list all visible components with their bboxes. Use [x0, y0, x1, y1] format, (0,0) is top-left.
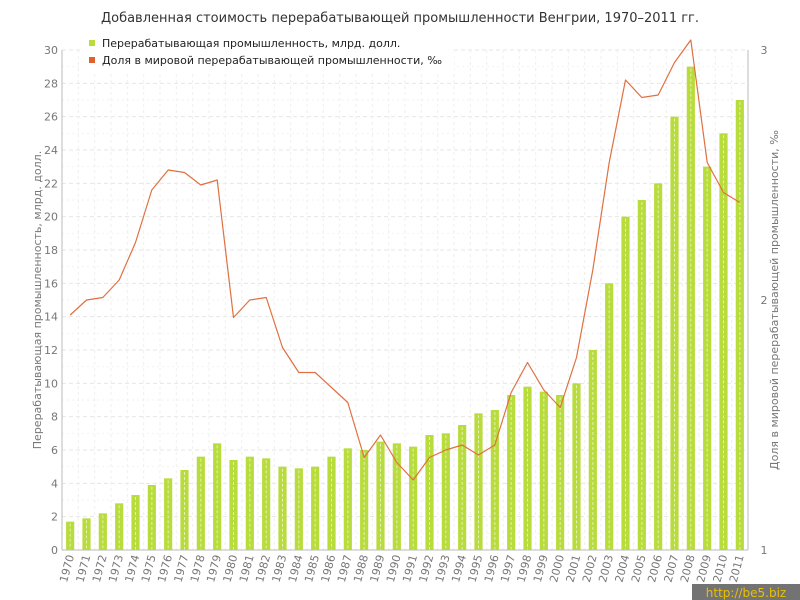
- y-axis-right-title: Доля в мировой перерабатывающей промышле…: [768, 130, 781, 470]
- bar: [523, 386, 532, 550]
- bar: [327, 456, 336, 550]
- y-tick-label: 20: [44, 211, 58, 224]
- bar: [670, 116, 679, 551]
- y-tick-label: 22: [44, 177, 58, 190]
- bar: [686, 66, 695, 551]
- y-tick-label: 18: [44, 244, 58, 257]
- bar: [343, 448, 352, 550]
- bar: [82, 518, 91, 550]
- bar: [311, 466, 320, 550]
- y-tick-label: 6: [51, 444, 58, 457]
- legend-box: [80, 34, 454, 72]
- y-tick-label: 10: [44, 377, 58, 390]
- bar-series: [66, 66, 744, 551]
- grid: [61, 49, 749, 551]
- y2-tick-label: 1: [761, 544, 768, 557]
- y-tick-label: 26: [44, 111, 58, 124]
- bar: [262, 458, 271, 550]
- series-line: [69, 39, 741, 481]
- bar: [278, 466, 287, 550]
- legend-swatch-line: [89, 57, 95, 63]
- y-tick-label: 28: [44, 77, 58, 90]
- bar: [409, 446, 418, 550]
- watermark: http://be5.biz: [692, 584, 800, 600]
- legend-label-line: Доля в мировой перерабатывающей промышле…: [102, 54, 442, 67]
- legend-swatch-bars: [89, 40, 95, 46]
- y-tick-label: 12: [44, 344, 58, 357]
- legend: Перерабатывающая промышленность, млрд. д…: [80, 34, 454, 72]
- bar: [703, 166, 712, 550]
- bar: [294, 468, 303, 550]
- y-tick-label: 24: [44, 144, 58, 157]
- legend-label-bars: Перерабатывающая промышленность, млрд. д…: [102, 37, 400, 50]
- y-axis-left-title: Перерабатывающая промышленность, млрд. д…: [31, 151, 44, 449]
- bar: [621, 216, 630, 550]
- y-tick-label: 2: [51, 511, 58, 524]
- y-tick-label: 4: [51, 477, 58, 490]
- watermark-background: [692, 584, 800, 600]
- y-tick-label: 30: [44, 44, 58, 57]
- bar: [196, 456, 205, 550]
- y-tick-label: 14: [44, 311, 58, 324]
- line-series: [69, 39, 741, 481]
- chart-title: Добавленная стоимость перерабатывающей п…: [101, 11, 699, 26]
- bar: [245, 456, 254, 550]
- y-tick-label: 16: [44, 277, 58, 290]
- y2-tick-label: 2: [761, 294, 768, 307]
- watermark-text: http://be5.biz: [706, 586, 786, 600]
- y-tick-label: 0: [51, 544, 58, 557]
- y-tick-label: 8: [51, 411, 58, 424]
- bar: [164, 478, 173, 550]
- y2-tick-label: 3: [761, 44, 768, 57]
